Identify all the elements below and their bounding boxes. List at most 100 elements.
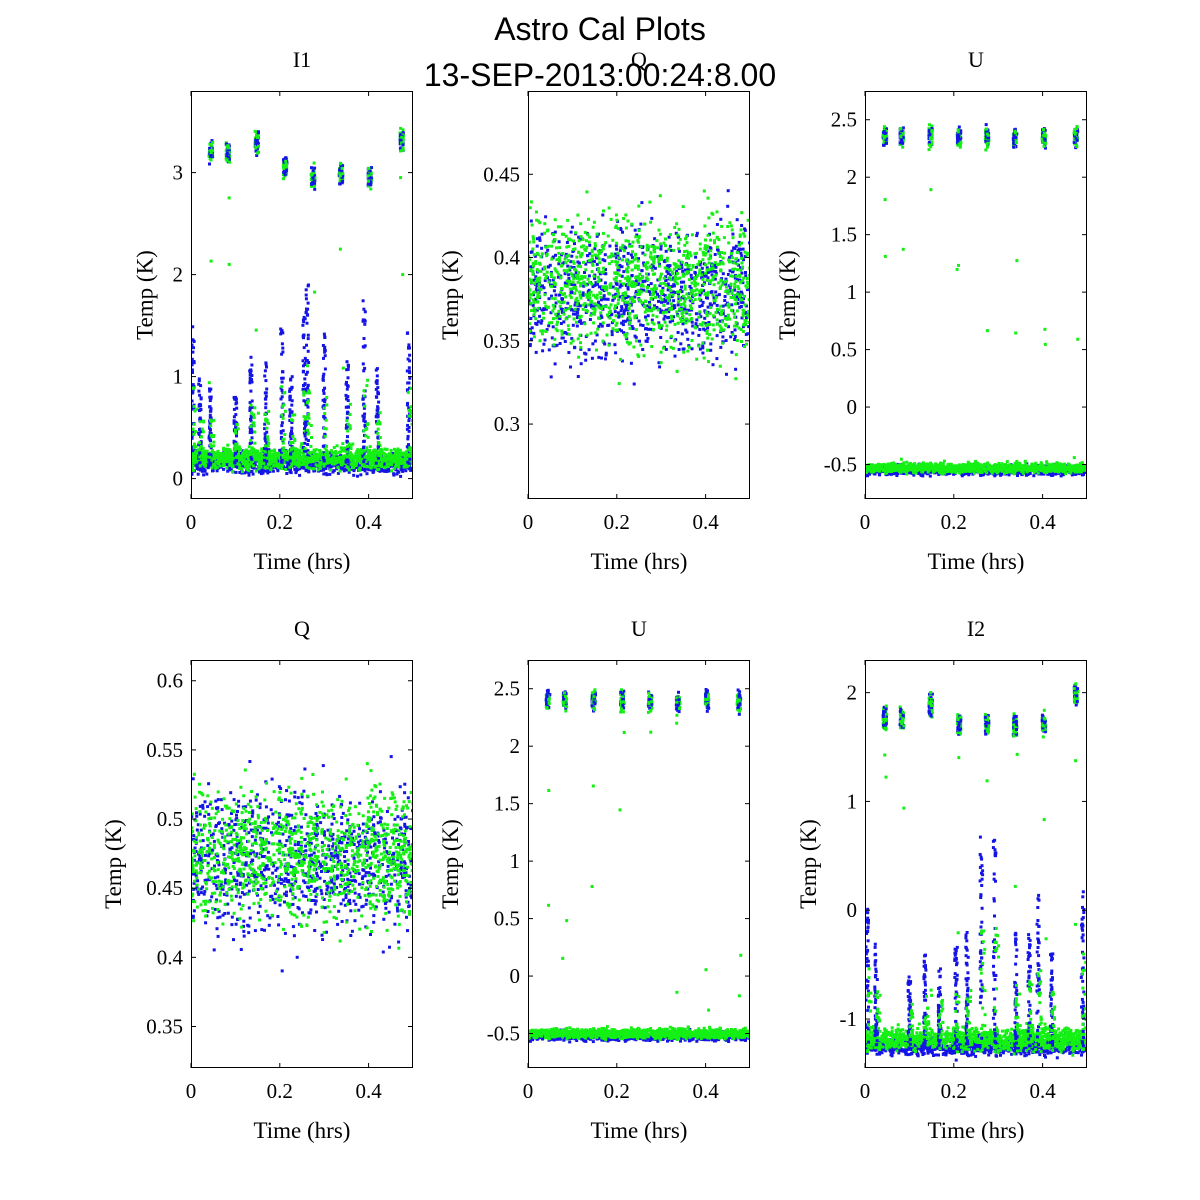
- series-b-point: [223, 450, 227, 454]
- series-b-point: [362, 394, 366, 398]
- series-a-point: [398, 139, 402, 143]
- series-a-point: [363, 469, 367, 473]
- series-a-point: [249, 414, 253, 418]
- series-a-point: [345, 423, 348, 427]
- series-a-point: [192, 361, 196, 365]
- series-a-point: [641, 245, 645, 249]
- series-b-point: [727, 258, 731, 262]
- series-b-point: [623, 333, 627, 337]
- series-a-point: [694, 255, 698, 259]
- series-b-point: [257, 455, 261, 459]
- series-b-point: [212, 451, 216, 455]
- series-b-point: [708, 311, 712, 315]
- series-b-point: [569, 296, 573, 300]
- series-b-point: [669, 289, 673, 293]
- series-a-point: [282, 158, 285, 162]
- series-b-point: [546, 244, 550, 248]
- series-b-point: [646, 322, 650, 326]
- series-b-point: [396, 463, 400, 467]
- series-a-point: [637, 319, 641, 323]
- series-a-point: [304, 297, 308, 301]
- series-b-point: [378, 436, 382, 439]
- series-a-point: [713, 277, 717, 281]
- series-b-point: [532, 300, 536, 304]
- series-b-point: [311, 172, 315, 176]
- series-a-point: [399, 465, 403, 469]
- series-b-point: [346, 466, 350, 470]
- series-b-point: [607, 206, 611, 210]
- series-a-point: [245, 470, 248, 474]
- series-a-point: [234, 413, 238, 417]
- series-a-point: [406, 437, 410, 441]
- series-a-point: [603, 281, 607, 285]
- series-a-point: [202, 468, 206, 472]
- series-b-point: [653, 255, 657, 259]
- series-b-point: [698, 310, 702, 314]
- series-b-point: [554, 327, 558, 331]
- series-b-point: [297, 455, 301, 459]
- series-a-point: [701, 271, 705, 275]
- series-b-point: [557, 309, 561, 313]
- series-b-point: [719, 329, 723, 332]
- series-a-point: [264, 361, 268, 365]
- series-a-point: [571, 323, 575, 327]
- series-b-point: [272, 456, 276, 460]
- series-a-point: [374, 461, 378, 465]
- series-a-point: [405, 369, 409, 373]
- series-a-point: [709, 342, 713, 346]
- series-a-point: [698, 304, 702, 308]
- series-b-point: [697, 344, 701, 348]
- series-a-point: [209, 407, 213, 411]
- series-a-point: [556, 312, 560, 316]
- series-a-point: [345, 387, 349, 391]
- series-b-point: [302, 393, 306, 397]
- series-a-point: [407, 429, 411, 433]
- series-a-point: [726, 290, 729, 294]
- series-a-point: [703, 316, 707, 320]
- series-b-point: [191, 386, 195, 390]
- series-a-point: [728, 287, 732, 291]
- series-a-point: [401, 469, 405, 473]
- series-b-point: [734, 280, 738, 283]
- series-a-point: [649, 327, 653, 331]
- series-a-point: [401, 143, 405, 147]
- series-b-point: [307, 416, 311, 420]
- series-b-point: [652, 307, 656, 311]
- series-b-point: [379, 454, 383, 458]
- series-b-point: [334, 449, 338, 453]
- series-b-point: [346, 444, 349, 448]
- series-a-point: [658, 262, 661, 266]
- series-b-point: [628, 317, 632, 321]
- series-b-point: [536, 306, 540, 310]
- series-b-point: [404, 452, 408, 456]
- series-b-point: [706, 348, 709, 352]
- series-a-point: [344, 393, 348, 397]
- series-a-point: [603, 259, 607, 263]
- series-b-point: [704, 324, 708, 328]
- series-a-point: [285, 472, 289, 475]
- series-b-point: [371, 462, 375, 465]
- series-b-point: [602, 243, 606, 247]
- series-a-point: [405, 427, 409, 431]
- series-a-point: [572, 266, 576, 269]
- series-a-point: [305, 430, 309, 434]
- series-a-point: [598, 272, 602, 276]
- series-b-point: [253, 406, 257, 410]
- series-a-point: [543, 279, 547, 283]
- series-a-point: [265, 430, 269, 434]
- series-b-point: [718, 255, 722, 258]
- series-b-point: [250, 411, 254, 415]
- series-a-point: [239, 451, 242, 455]
- series-a-point: [534, 297, 538, 301]
- series-b-point: [658, 296, 662, 300]
- series-a-point: [399, 147, 403, 151]
- x-tick-label: 0.2: [267, 510, 293, 534]
- series-b-point: [693, 298, 697, 302]
- series-b-point: [323, 412, 327, 415]
- series-b-point: [306, 428, 310, 432]
- series-b-point: [320, 456, 323, 459]
- series-b-point: [650, 244, 654, 248]
- series-a-point: [279, 327, 283, 331]
- series-a-point: [740, 224, 744, 227]
- series-b-point: [366, 174, 370, 178]
